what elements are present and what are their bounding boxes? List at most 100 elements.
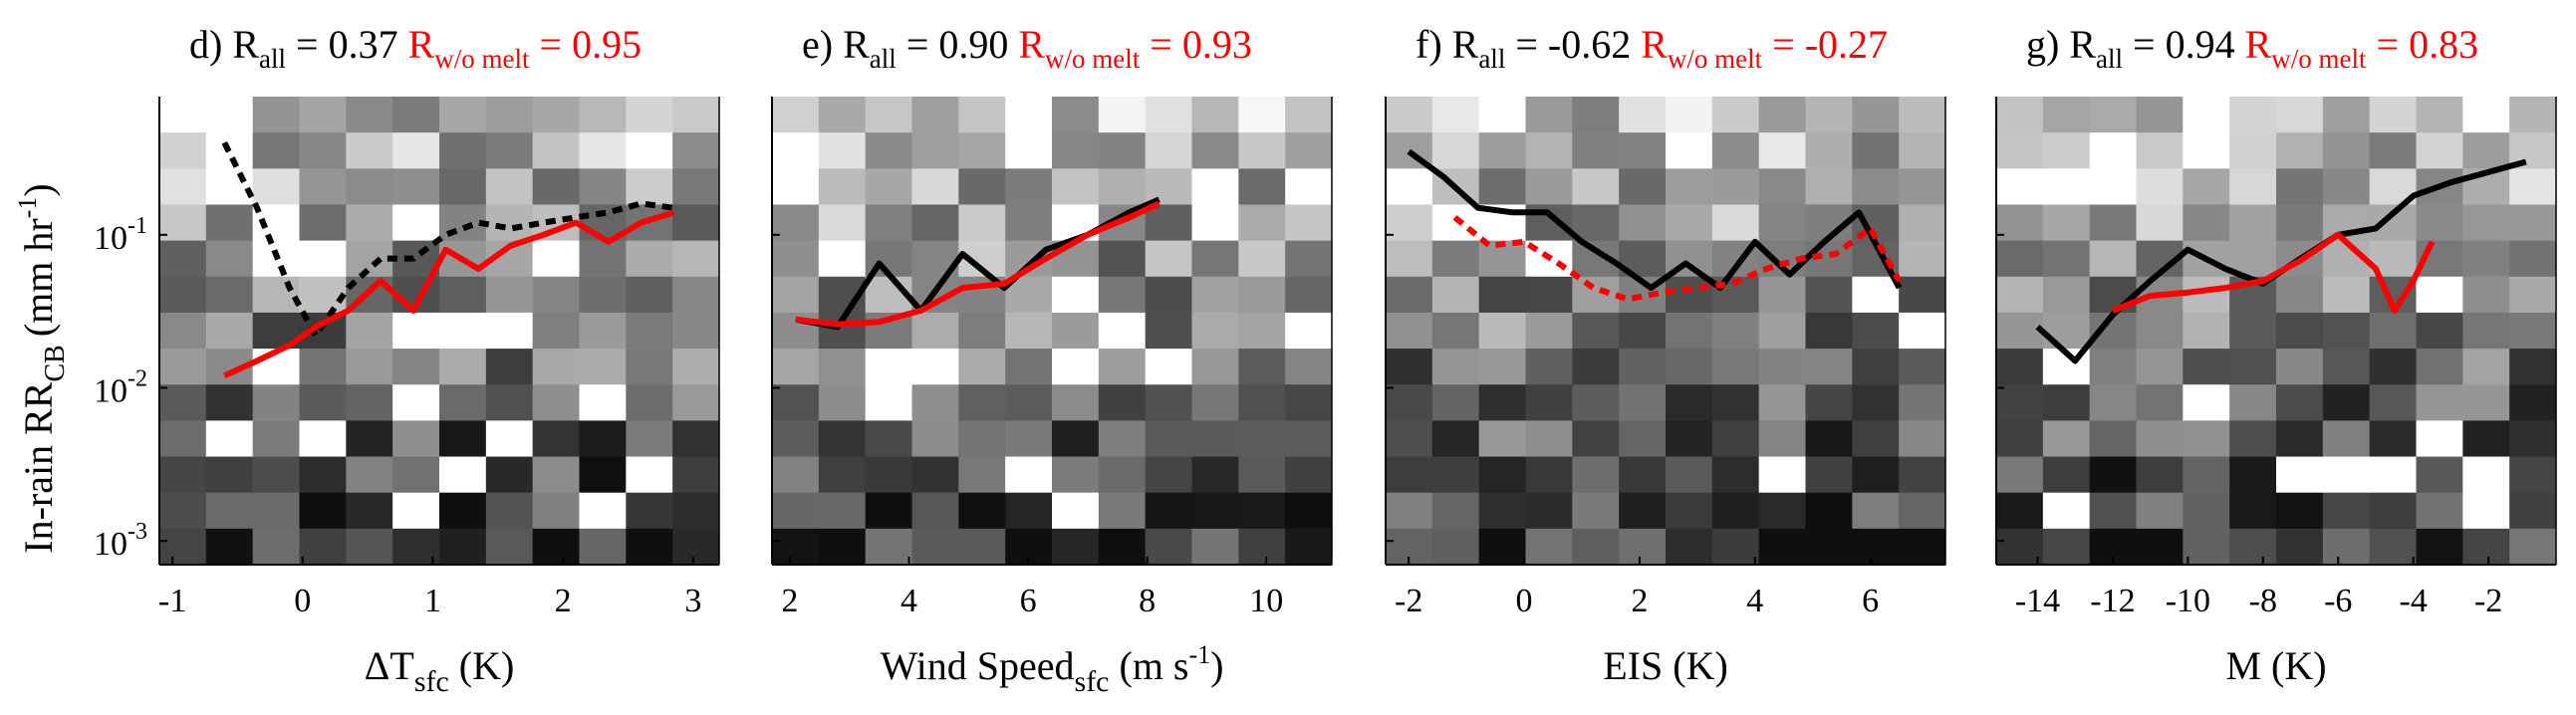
heatmap-cell [1191,456,1239,494]
heatmap-cell [1285,204,1333,242]
heatmap-cell [1996,384,2044,421]
heatmap-cell [1098,276,1147,314]
heatmap-cell [2229,420,2277,458]
heatmap-cell [2183,528,2230,566]
heatmap-cell [911,349,959,385]
heatmap-cell [1899,312,1946,350]
heatmap-cell [485,349,534,385]
heatmap-cell [1666,528,1713,566]
heatmap-cell [1285,349,1333,385]
heatmap-cell [579,132,627,169]
heatmap-cell [1711,132,1760,169]
heatmap-cell [1238,168,1286,205]
heatmap-cell [1285,384,1333,421]
heatmap-cell [626,312,673,350]
heatmap-cell [2509,384,2557,421]
heatmap-cell [2322,312,2371,350]
heatmap-cell [159,492,207,530]
heatmap-cell [2042,168,2091,205]
heatmap-cell [1996,97,2044,133]
heatmap-cell [911,384,959,421]
heatmap-cell [392,204,440,242]
x-axis-label-unit-superscript: -1 [1189,640,1211,669]
heatmap-cell [1145,349,1192,385]
heatmap-cell [2276,132,2324,169]
y-axis-label-main: In-rain RR [16,381,61,554]
heatmap-cell [1478,420,1526,458]
heatmap-cell [2416,204,2463,242]
heatmap-cell [1431,349,1480,385]
heatmap-cell [1005,349,1053,385]
heatmap-cell [2509,420,2557,458]
r-all-symbol: R [2069,22,2096,67]
heatmap-cell [532,420,580,458]
heatmap-cell [1852,97,1900,133]
heatmap-cell [439,384,487,421]
heatmap-cell [672,492,720,530]
heatmap-cell [911,132,959,169]
heatmap-cell [1386,384,1433,421]
heatmap-cell [252,528,300,566]
heatmap-cell [1478,97,1526,133]
heatmap-cell [2042,132,2091,169]
heatmap-cell [1005,168,1053,205]
heatmap-cell [958,456,1006,494]
heatmap-cell [1758,528,1806,566]
x-tick-label: 8 [1139,583,1156,619]
heatmap-cell [1852,132,1900,169]
heatmap-cell [2322,276,2371,314]
heatmap-cell [626,528,673,566]
heatmap-cell [1899,528,1946,566]
heatmap-cell [205,276,254,314]
heatmap-cell [205,97,254,133]
heatmap-cell [1805,349,1853,385]
heatmap-cell [439,528,487,566]
heatmap-cell [1996,312,2044,350]
heatmap-cell [2183,384,2230,421]
x-tick-label: 2 [1631,583,1648,619]
heatmap-cell [299,204,347,242]
heatmap-cell [1191,420,1239,458]
heatmap-cell [1285,276,1333,314]
x-tick-label: 6 [1020,583,1037,619]
heatmap-cell [1572,456,1620,494]
heatmap-cell [1285,168,1333,205]
heatmap-cell [2183,132,2230,169]
heatmap-cell [1572,420,1620,458]
heatmap-cell [1852,168,1900,205]
heatmap-cell [1805,420,1853,458]
heatmap-cell [1191,97,1239,133]
heatmap-cell [1711,168,1760,205]
heatmap-cell [772,240,820,278]
heatmap-cell [1052,384,1100,421]
x-tick-label: -12 [2090,583,2135,619]
x-axis-label-main: EIS (K) [1603,643,1728,688]
heatmap-cell [2416,312,2463,350]
heatmap-cell [958,384,1006,421]
heatmap-cell [2369,349,2417,385]
heatmap-cell [2183,204,2230,242]
heatmap-cell [346,132,393,169]
panel-0: -1 0 1 2 310-110-210-3d) Rall = 0.37 Rw/o me… [94,22,720,698]
heatmap-cell [1525,420,1573,458]
heatmap-cell [1098,132,1147,169]
heatmap-cell [532,384,580,421]
heatmap-cell [2089,492,2137,530]
heatmap-cell [1666,276,1713,314]
heatmap-cell [1238,132,1286,169]
heatmap-cell [2322,132,2371,169]
heatmap-cell [252,492,300,530]
heatmap-cell [2136,132,2184,169]
heatmap-cell [1666,168,1713,205]
heatmap-cell [1431,97,1480,133]
heatmap-cell [1191,132,1239,169]
heatmap-cell [2089,420,2137,458]
heatmap-cell [1525,97,1573,133]
heatmap-cell [1431,456,1480,494]
heatmap-cell [2089,240,2137,278]
heatmap-cell [1805,132,1853,169]
heatmap-cell [205,384,254,421]
heatmap-cell [2276,97,2324,133]
heatmap-cell [1572,384,1620,421]
heatmap-cell [2509,456,2557,494]
